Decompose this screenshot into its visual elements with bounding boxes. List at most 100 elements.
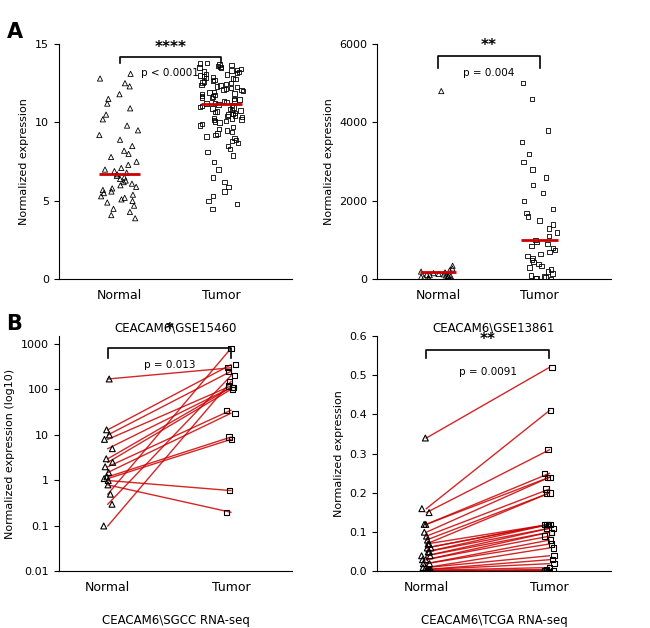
Point (228, 150, 239, 160)
Y-axis label: Normalized expression (log10): Normalized expression (log10) (5, 369, 15, 539)
Point (524, 149, 534, 159)
Point (419, 519, 430, 529)
Point (210, 130, 220, 140)
Point (215, 80, 226, 90)
Point (541, 519, 552, 529)
Point (116, 163, 127, 173)
Point (426, 543, 436, 553)
Point (209, 156, 219, 166)
Point (227, 382, 237, 392)
Point (131, 156, 142, 166)
Point (194, 102, 205, 112)
Text: *: * (165, 322, 174, 337)
Point (229, 371, 239, 381)
Point (115, 134, 125, 144)
Point (232, 68, 242, 78)
Point (424, 539, 434, 549)
Point (443, 271, 454, 281)
Point (222, 111, 233, 121)
Point (230, 108, 240, 118)
Point (541, 523, 551, 533)
Point (224, 432, 234, 442)
Point (221, 97, 231, 107)
Point (540, 519, 550, 529)
Point (421, 519, 431, 529)
Point (226, 435, 237, 445)
Point (237, 112, 247, 122)
Point (416, 272, 426, 282)
Point (122, 121, 133, 131)
Point (422, 565, 433, 575)
Point (542, 239, 552, 249)
Point (109, 166, 120, 176)
Point (125, 68, 136, 78)
Point (544, 247, 554, 257)
Point (229, 408, 240, 418)
Point (238, 86, 248, 96)
Point (422, 566, 433, 576)
Point (517, 137, 527, 147)
Point (550, 245, 560, 255)
Point (197, 92, 207, 102)
Point (518, 156, 528, 166)
Point (528, 257, 539, 267)
Point (103, 480, 113, 490)
Point (436, 86, 447, 96)
Point (196, 101, 207, 111)
Point (420, 433, 430, 443)
Point (127, 178, 137, 188)
Point (224, 485, 235, 495)
Point (543, 566, 554, 577)
Point (220, 187, 230, 197)
Point (548, 203, 558, 214)
Point (544, 231, 554, 241)
Point (210, 107, 220, 117)
Point (202, 147, 213, 157)
Point (417, 555, 428, 565)
Point (213, 99, 224, 109)
Y-axis label: Normalized expression: Normalized expression (334, 390, 344, 517)
Point (540, 531, 550, 541)
Point (202, 99, 212, 109)
Point (424, 559, 435, 569)
Point (418, 563, 428, 573)
Point (227, 114, 237, 124)
Point (543, 519, 554, 529)
Point (547, 555, 558, 565)
Point (218, 84, 229, 94)
Point (421, 563, 431, 573)
Point (549, 551, 559, 561)
Point (422, 270, 432, 280)
Text: p = 0.0091: p = 0.0091 (459, 367, 517, 377)
Point (425, 551, 436, 561)
Point (424, 507, 434, 517)
Point (208, 191, 218, 201)
Point (120, 78, 130, 88)
Point (227, 122, 238, 132)
Point (130, 213, 140, 223)
Point (223, 381, 233, 391)
Point (421, 566, 432, 576)
Point (196, 80, 207, 90)
Point (115, 180, 125, 190)
Point (230, 111, 240, 121)
Point (103, 475, 113, 485)
Point (220, 84, 231, 94)
Point (233, 138, 243, 148)
Point (226, 100, 237, 110)
Point (546, 539, 556, 549)
Point (546, 528, 556, 538)
Text: **: ** (481, 38, 497, 53)
Point (543, 472, 553, 482)
Point (549, 566, 559, 576)
Point (541, 484, 551, 494)
Point (548, 543, 558, 553)
Point (196, 89, 207, 99)
Point (223, 181, 233, 192)
Point (114, 89, 125, 99)
Point (208, 92, 218, 102)
Point (103, 94, 114, 104)
Point (125, 207, 135, 217)
Point (127, 190, 138, 200)
Point (230, 74, 240, 84)
